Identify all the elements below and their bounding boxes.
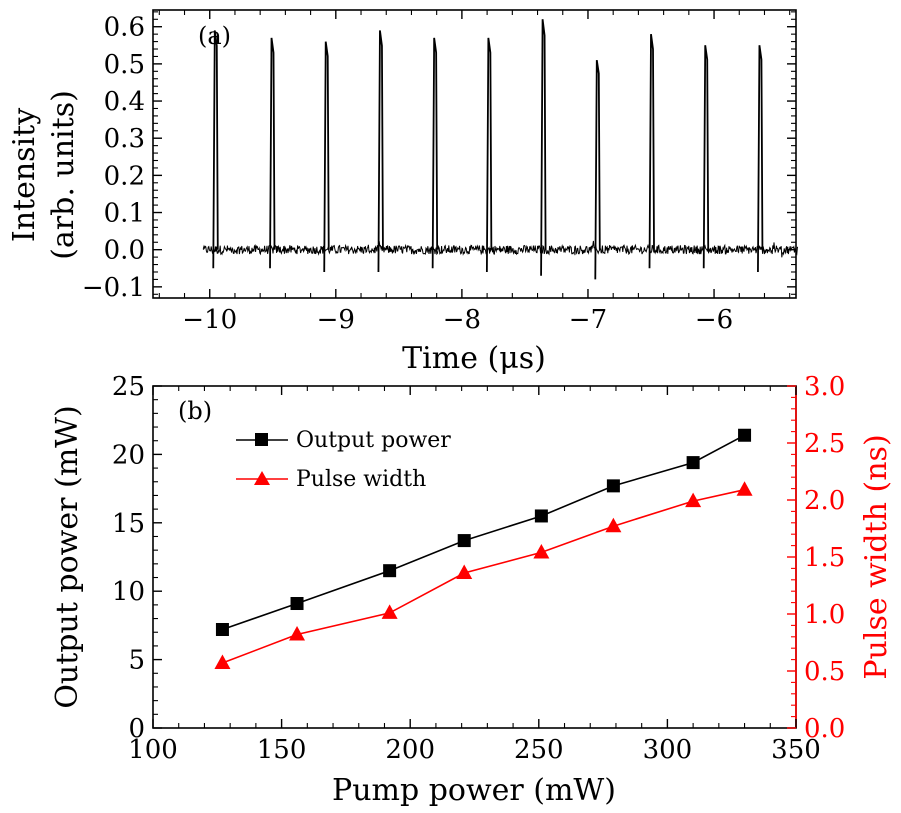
y-left-tick-label: 5 (128, 646, 145, 676)
pulse-spike (757, 45, 764, 272)
y-tick-label-a: −0.1 (82, 273, 145, 303)
x-ticks-a: −10 −9 −8 −7 −6 (158, 10, 791, 335)
y-axis-label-a-line2: (arb. units) (46, 90, 81, 260)
data-point-output-power (457, 534, 471, 548)
data-point-output-power (290, 597, 304, 611)
y-right-tick-label: 0.0 (804, 714, 845, 744)
data-point-pulse-width (736, 481, 753, 496)
y-ticks-a: −0.1 0.0 0.1 0.2 0.3 0.4 0.5 0.6 (82, 11, 796, 303)
y-tick-label-a: 0.1 (104, 199, 145, 229)
data-point-pulse-width (214, 654, 231, 670)
chart-a: −10 −9 −8 −7 −6 −0.1 0.0 0.1 0.2 0.3 0.4 0.5 0.6 (a… (7, 9, 799, 376)
series-line-pulse-width (222, 488, 745, 664)
y-tick-label-a: 0.3 (104, 124, 145, 154)
legend: Output power Pulse width (236, 428, 451, 492)
x-tick-label-a: −7 (569, 305, 607, 335)
y-tick-label-a: 0.2 (104, 161, 145, 191)
x-axis-label-a: Time (μs) (402, 341, 546, 376)
x-tick-label-a: −8 (443, 305, 481, 335)
y-axis-label-left-b: Output power (mW) (50, 405, 85, 708)
pulse-spike (594, 60, 601, 280)
y-left-tick-label: 10 (112, 577, 145, 607)
x-tick-label-a: −6 (695, 305, 733, 335)
data-point-output-power (215, 623, 229, 637)
x-tick-label-b: 150 (257, 735, 307, 765)
legend-marker-pulse-width (254, 471, 270, 485)
data-point-pulse-width (533, 543, 550, 559)
intensity-trace (202, 240, 799, 258)
pulse-spike (212, 30, 219, 269)
y-tick-label-a: 0.5 (104, 50, 145, 80)
y-right-tick-label: 1.5 (804, 543, 845, 573)
y-left-tick-label: 15 (112, 509, 145, 539)
pulse-spike (485, 37, 493, 272)
x-axis-label-b: Pump power (mW) (332, 773, 616, 808)
data-point-output-power (738, 428, 752, 442)
data-point-pulse-width (381, 604, 398, 619)
y-tick-label-a: 0.0 (104, 236, 145, 266)
x-tick-label-b: 350 (771, 735, 821, 765)
data-point-output-power (606, 479, 620, 493)
series-group-b (214, 428, 753, 670)
y-left-tick-label: 0 (128, 714, 145, 744)
pulse-group (212, 19, 764, 280)
y-right-tick-label: 0.5 (804, 657, 845, 687)
data-point-pulse-width (456, 564, 473, 579)
pulse-spike (377, 30, 384, 272)
legend-label-pulse-width: Pulse width (296, 467, 426, 492)
pulse-spike (431, 37, 439, 269)
x-tick-label-a: −9 (317, 305, 355, 335)
data-point-output-power (383, 564, 397, 578)
y-tick-label-a: 0.4 (104, 87, 145, 117)
y-tick-label-a: 0.6 (104, 13, 145, 43)
data-point-pulse-width (289, 626, 306, 641)
y-ticks-right-b: 0.0 0.5 1.0 1.5 2.0 2.5 3.0 (787, 372, 845, 744)
x-tick-label-b: 200 (385, 735, 435, 765)
series-line-output-power (222, 434, 745, 631)
y-right-tick-label: 3.0 (804, 372, 845, 402)
pulse-spike (648, 34, 655, 269)
pulse-spike (269, 37, 276, 269)
panel-label-b: (b) (178, 397, 212, 425)
legend-label-output-power: Output power (296, 428, 451, 453)
x-tick-label-b: 300 (643, 735, 693, 765)
data-point-output-power (534, 509, 548, 523)
y-axis-label-right-b: Pulse width (ns) (859, 434, 894, 679)
pulse-spike (540, 19, 547, 276)
data-point-output-power (686, 456, 700, 470)
x-tick-label-b: 250 (514, 735, 564, 765)
plot-frame-b (152, 385, 797, 729)
x-tick-label-a: −10 (182, 305, 237, 335)
data-point-pulse-width (685, 492, 702, 508)
y-right-tick-label: 1.0 (804, 600, 845, 630)
y-axis-label-a-line1: Intensity (7, 108, 42, 242)
panel-label-a: (a) (198, 22, 231, 50)
legend-marker-output-power (255, 433, 268, 446)
data-point-pulse-width (605, 517, 622, 533)
pulse-spike (323, 41, 330, 272)
plot-frame-a (152, 9, 797, 299)
y-left-tick-label: 20 (112, 440, 145, 470)
y-right-tick-label: 2.5 (804, 429, 845, 459)
y-right-tick-label: 2.0 (804, 486, 845, 516)
pulse-spike (702, 45, 710, 269)
x-ticks-b: 100 150 200 250 300 350 (128, 386, 821, 765)
x-tick-label-b: 100 (128, 735, 178, 765)
y-left-tick-label: 25 (112, 372, 145, 402)
y-ticks-left-b: 0 5 10 15 20 25 (112, 372, 162, 744)
